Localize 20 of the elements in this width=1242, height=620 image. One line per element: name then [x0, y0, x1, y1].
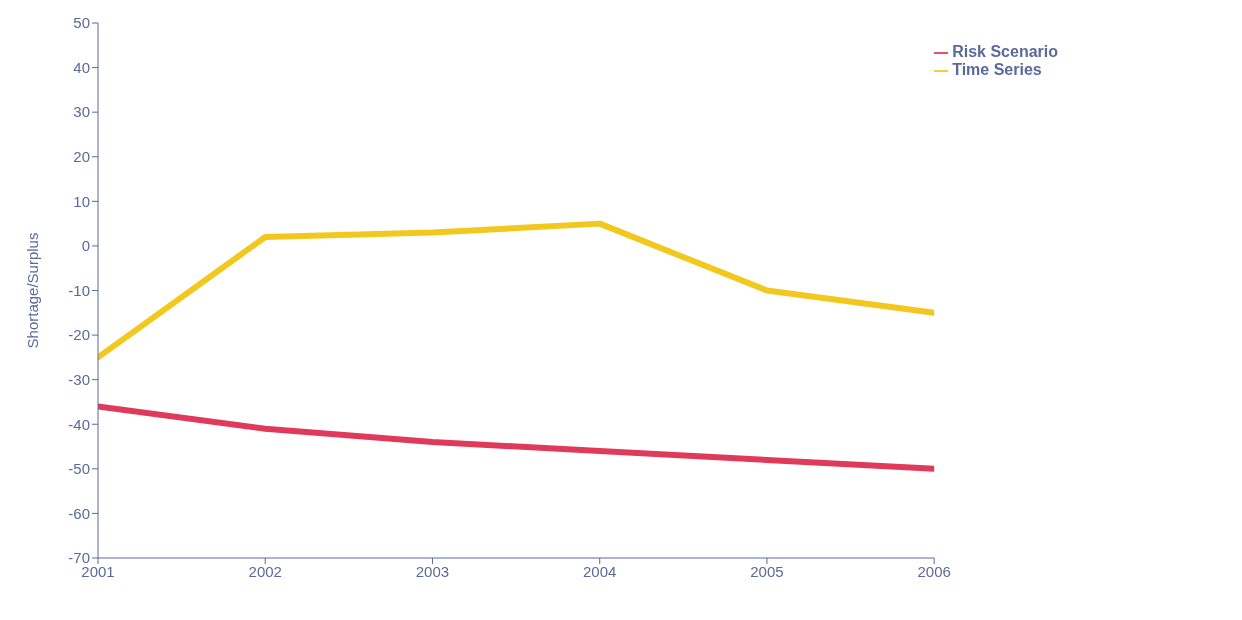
y-tick-label: 20: [73, 148, 90, 166]
y-tick-label: -40: [68, 415, 90, 433]
x-tick-label: 2005: [750, 562, 784, 580]
y-tick-label: -50: [68, 460, 90, 478]
legend-label: Risk Scenario: [952, 43, 1058, 60]
y-tick-label: 30: [73, 103, 90, 121]
y-tick-label: -30: [68, 370, 90, 388]
x-tick-label: 2004: [583, 562, 617, 580]
x-tick-label: 2006: [917, 562, 951, 580]
y-tick-label: 10: [73, 192, 90, 210]
y-tick-label: 40: [73, 58, 90, 76]
legend-label: Time Series: [952, 61, 1042, 78]
y-tick-label: -10: [68, 281, 90, 299]
y-tick-label: -20: [68, 326, 90, 344]
y-tick-label: 50: [73, 14, 90, 32]
x-tick-label: 2002: [248, 562, 282, 580]
x-tick-label: 2003: [415, 562, 450, 580]
y-tick-label: 0: [81, 237, 90, 255]
y-axis-title: Shortage/Surplus: [24, 232, 42, 349]
y-tick-label: -60: [68, 504, 90, 522]
